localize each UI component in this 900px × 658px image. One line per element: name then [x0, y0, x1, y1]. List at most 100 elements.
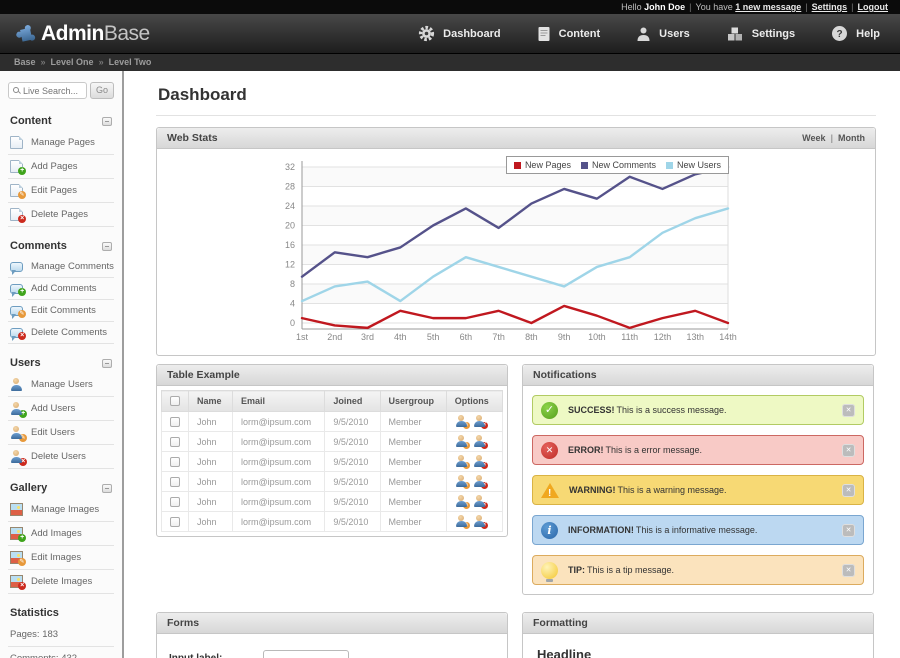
sidebar-item-delete-pages[interactable]: Delete Pages [8, 203, 114, 227]
sidebar-item-delete-comments[interactable]: Delete Comments [8, 322, 114, 344]
svg-text:7th: 7th [492, 332, 505, 342]
check-icon [541, 401, 558, 419]
breadcrumb-item[interactable]: Base [14, 57, 36, 67]
svg-text:9th: 9th [558, 332, 571, 342]
search-box [8, 82, 87, 99]
webstats-header: Web Stats WeekMonth [157, 128, 875, 149]
close-icon[interactable] [842, 483, 855, 497]
edit-user-icon[interactable] [455, 454, 470, 469]
sidebar-section-gallery[interactable]: Gallery [10, 482, 112, 494]
nav-item-content[interactable]: Content [537, 25, 600, 42]
sidebar-section-content[interactable]: Content [10, 115, 112, 127]
svg-text:14th: 14th [719, 332, 737, 342]
new-message-link[interactable]: 1 new message [735, 2, 802, 12]
forms-header: Forms [157, 613, 507, 634]
sidebar-section-users[interactable]: Users [10, 357, 112, 369]
close-icon[interactable] [842, 523, 855, 537]
app-header: AdminBase Dashboard Content Users [0, 14, 900, 54]
close-icon[interactable] [842, 563, 855, 577]
delete-user-icon[interactable] [473, 454, 488, 469]
sidebar-section-comments[interactable]: Comments [10, 240, 112, 252]
nav-item-help[interactable]: ? Help [831, 25, 880, 42]
close-icon[interactable] [842, 443, 855, 457]
logout-link[interactable]: Logout [857, 2, 889, 12]
delete-user-icon[interactable] [473, 434, 488, 449]
collapse-icon[interactable] [102, 241, 112, 251]
sidebar-item-add-pages[interactable]: Add Pages [8, 155, 114, 179]
page-add-icon [10, 160, 26, 175]
edit-user-icon[interactable] [455, 414, 470, 429]
col-header-name[interactable]: Name [188, 390, 233, 412]
svg-text:6th: 6th [460, 332, 473, 342]
app-logo[interactable]: AdminBase [14, 22, 150, 46]
close-icon[interactable] [842, 403, 855, 417]
month-toggle[interactable]: Month [838, 133, 865, 143]
search-go-button[interactable]: Go [89, 82, 114, 99]
alert-error: ERROR!This is a error message. [532, 435, 864, 465]
breadcrumb-item[interactable]: Level Two [94, 57, 152, 67]
row-checkbox[interactable] [170, 496, 180, 507]
greeting-text: Hello [621, 2, 642, 12]
user-add-icon [10, 402, 27, 418]
sidebar-item-delete-users[interactable]: Delete Users [8, 445, 114, 469]
sidebar-item-add-users[interactable]: Add Users [8, 397, 114, 421]
alert-text: ERROR! This is a error message. [568, 445, 703, 455]
breadcrumb-item[interactable]: Level One [36, 57, 94, 67]
settings-link[interactable]: Settings [811, 2, 848, 12]
col-header-usergroup[interactable]: Usergroup [379, 390, 447, 412]
comment-delete-icon [10, 327, 26, 341]
sidebar-item-manage-pages[interactable]: Manage Pages [8, 131, 114, 155]
live-search-input[interactable] [23, 85, 82, 96]
edit-user-icon[interactable] [455, 474, 470, 489]
delete-user-icon[interactable] [473, 474, 488, 489]
collapse-icon[interactable] [102, 116, 112, 126]
table-row: John lorm@ipsum.com 9/5/2010 Member [161, 411, 504, 432]
svg-text:5th: 5th [427, 332, 440, 342]
svg-text:16: 16 [285, 240, 295, 250]
collapse-icon[interactable] [102, 483, 112, 493]
select-all-checkbox[interactable] [170, 396, 180, 407]
nav-item-users[interactable]: Users [636, 25, 690, 42]
col-header-email[interactable]: Email [231, 390, 326, 412]
row-checkbox[interactable] [170, 416, 180, 427]
col-header-options[interactable]: Options [445, 390, 504, 412]
page-delete-icon [10, 208, 26, 223]
col-header-joined[interactable]: Joined [324, 390, 381, 412]
delete-user-icon[interactable] [473, 494, 488, 509]
alert-success: SUCCESS!This is a success message. [532, 395, 864, 425]
sidebar-item-manage-images[interactable]: Manage Images [8, 498, 114, 522]
nav-item-dashboard[interactable]: Dashboard [418, 25, 501, 42]
sidebar-item-add-comments[interactable]: Add Comments [8, 278, 114, 300]
svg-text:1st: 1st [296, 332, 309, 342]
sidebar-item-manage-users[interactable]: Manage Users [8, 373, 114, 397]
info-icon [541, 521, 558, 539]
sidebar-item-edit-images[interactable]: Edit Images [8, 546, 114, 570]
table-panel: Table Example Name Email Joined Usergrou… [156, 364, 508, 537]
user-edit-icon [10, 426, 27, 442]
edit-user-icon[interactable] [455, 494, 470, 509]
sidebar-item-edit-pages[interactable]: Edit Pages [8, 179, 114, 203]
page-title: Dashboard [156, 83, 876, 116]
forms-panel: Forms Input label: [156, 612, 508, 658]
week-toggle[interactable]: Week [802, 133, 826, 143]
nav-item-settings[interactable]: Settings [726, 25, 795, 42]
sidebar-item-manage-comments[interactable]: Manage Comments [8, 256, 114, 278]
row-checkbox[interactable] [170, 516, 180, 527]
logo-text: AdminBase [41, 21, 150, 45]
sidebar-item-edit-comments[interactable]: Edit Comments [8, 300, 114, 322]
webstats-chart: 0 4 8 12 16 20 24 28 32 1st 2nd 3rd 4th 5th 6th 7th 8th 9… [157, 149, 875, 355]
username: John Doe [644, 2, 686, 12]
delete-user-icon[interactable] [473, 414, 488, 429]
row-checkbox[interactable] [170, 456, 180, 467]
sidebar-item-add-images[interactable]: Add Images [8, 522, 114, 546]
table-row: John lorm@ipsum.com 9/5/2010 Member [161, 491, 504, 512]
sidebar-item-edit-users[interactable]: Edit Users [8, 421, 114, 445]
edit-user-icon[interactable] [455, 434, 470, 449]
collapse-icon[interactable] [102, 358, 112, 368]
delete-user-icon[interactable] [473, 514, 488, 529]
row-checkbox[interactable] [170, 436, 180, 447]
edit-user-icon[interactable] [455, 514, 470, 529]
row-checkbox[interactable] [170, 476, 180, 487]
sidebar-item-delete-images[interactable]: Delete Images [8, 570, 114, 594]
text-input[interactable] [263, 650, 349, 658]
